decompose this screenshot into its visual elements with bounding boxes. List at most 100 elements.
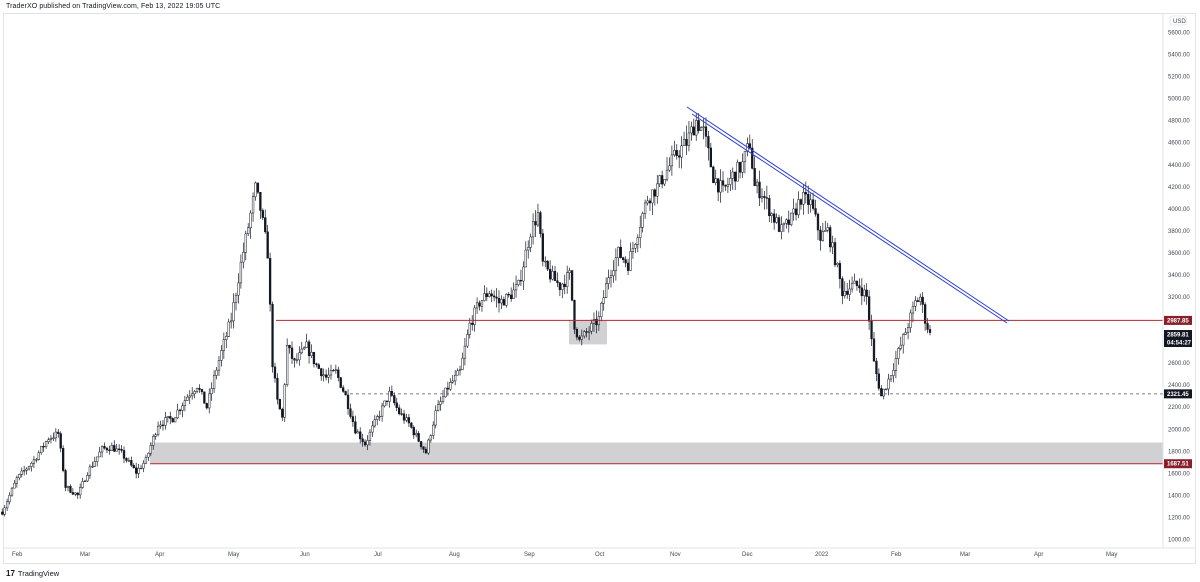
time-tick-label: May xyxy=(228,552,239,558)
candle-bear xyxy=(264,217,267,233)
candle-bull xyxy=(405,417,408,421)
candle-bull xyxy=(514,284,518,291)
candle-bear xyxy=(385,400,389,402)
candle-bull xyxy=(98,451,101,458)
price-tags: 2987.85 2859.81 04:54:27 2321.45 1687.51 xyxy=(1164,315,1192,469)
candle-bear xyxy=(268,258,272,305)
candle-bull xyxy=(195,387,199,392)
price-tick-label: 1800.00 xyxy=(1168,449,1190,455)
candle-bull xyxy=(83,480,87,483)
candle-bear xyxy=(390,390,394,396)
candle-bull xyxy=(561,283,564,290)
candle-bull xyxy=(210,388,213,395)
candle-bear xyxy=(120,448,123,451)
candle-bear xyxy=(846,291,849,295)
candle-bull xyxy=(137,468,140,474)
candle-bull xyxy=(329,370,333,376)
candle-bull xyxy=(863,289,866,297)
candle-bull xyxy=(714,178,717,183)
candle-bull xyxy=(152,436,155,446)
candle-bear xyxy=(478,302,481,307)
time-axis: Feb Mar Apr May Jun Jul Aug Sep Oct Nov Dec 2022 Feb… xyxy=(12,552,1117,558)
levels-layer xyxy=(150,319,1163,465)
candle-bull xyxy=(96,456,99,462)
candle-bear xyxy=(811,199,815,209)
candle-bull xyxy=(785,219,788,224)
candle-bull xyxy=(790,212,793,225)
candle-bear xyxy=(573,299,576,330)
candle-bull xyxy=(517,279,520,285)
candle-bull xyxy=(225,336,228,341)
candle-bear xyxy=(748,143,751,149)
candle-bear xyxy=(928,329,932,333)
candle-bull xyxy=(441,396,445,402)
candle-bull xyxy=(310,351,313,356)
candle-bull xyxy=(850,283,854,290)
candle-bull xyxy=(466,334,469,347)
price-tick-label: 3400.00 xyxy=(1168,273,1190,279)
candle-bull xyxy=(18,474,21,479)
price-tag-resistance: 2987.85 xyxy=(1167,318,1189,324)
candle-bull xyxy=(212,375,216,389)
candles-layer xyxy=(1,113,932,517)
candle-bull xyxy=(505,293,508,306)
candle-bull xyxy=(665,169,669,180)
candle-bull xyxy=(797,199,800,216)
candle-bull xyxy=(110,445,113,451)
candle-bull xyxy=(568,270,571,273)
candle-bull xyxy=(380,405,384,417)
candle-bear xyxy=(787,219,790,225)
candle-bull xyxy=(836,263,839,266)
candle-bull xyxy=(32,459,36,464)
candle-bull xyxy=(531,221,535,238)
candle-bear xyxy=(709,147,712,168)
candle-bear xyxy=(178,409,182,412)
candle-bear xyxy=(337,369,340,378)
candle-bear xyxy=(105,447,109,451)
price-tick-label: 2200.00 xyxy=(1168,405,1190,411)
trendline-upper xyxy=(686,106,1010,322)
candle-bull xyxy=(295,359,299,361)
candle-bear xyxy=(721,180,725,186)
candle-bear xyxy=(125,458,128,461)
candle-bull xyxy=(242,252,245,263)
candle-bull xyxy=(658,175,661,185)
candle-bear xyxy=(678,155,681,158)
price-tick-label: 5600.00 xyxy=(1168,31,1190,37)
candle-bull xyxy=(30,463,33,467)
candle-bear xyxy=(916,300,919,302)
candle-bull xyxy=(429,435,432,441)
candle-bull xyxy=(366,440,369,446)
candle-bull xyxy=(15,477,19,484)
candle-bear xyxy=(751,147,754,169)
candle-bull xyxy=(44,441,48,447)
candle-bear xyxy=(768,198,771,217)
time-tick-label: Oct xyxy=(595,552,605,558)
candle-bear xyxy=(838,263,842,279)
candle-bull xyxy=(383,400,386,407)
candle-bull xyxy=(183,400,187,407)
candle-bull xyxy=(232,302,235,322)
candle-bear xyxy=(877,373,881,389)
candle-bull xyxy=(488,293,491,297)
candle-bull xyxy=(699,127,703,131)
candle-bear xyxy=(626,262,630,271)
candle-bull xyxy=(512,289,515,299)
candle-bear xyxy=(619,246,622,258)
candle-bull xyxy=(904,332,907,335)
candle-bull xyxy=(668,165,671,171)
candle-bull xyxy=(590,323,593,332)
candle-bull xyxy=(755,181,759,187)
candle-bear xyxy=(203,391,206,404)
candle-bull xyxy=(897,348,900,359)
candle-bear xyxy=(471,322,474,325)
candle-bull xyxy=(524,249,527,268)
trendline-lower xyxy=(691,113,1008,324)
candle-bear xyxy=(507,293,510,296)
candle-bull xyxy=(475,302,479,309)
candle-bull xyxy=(729,178,732,185)
candle-bear xyxy=(349,408,352,417)
candle-bull xyxy=(527,247,530,251)
time-tick-label: Mar xyxy=(80,552,90,558)
